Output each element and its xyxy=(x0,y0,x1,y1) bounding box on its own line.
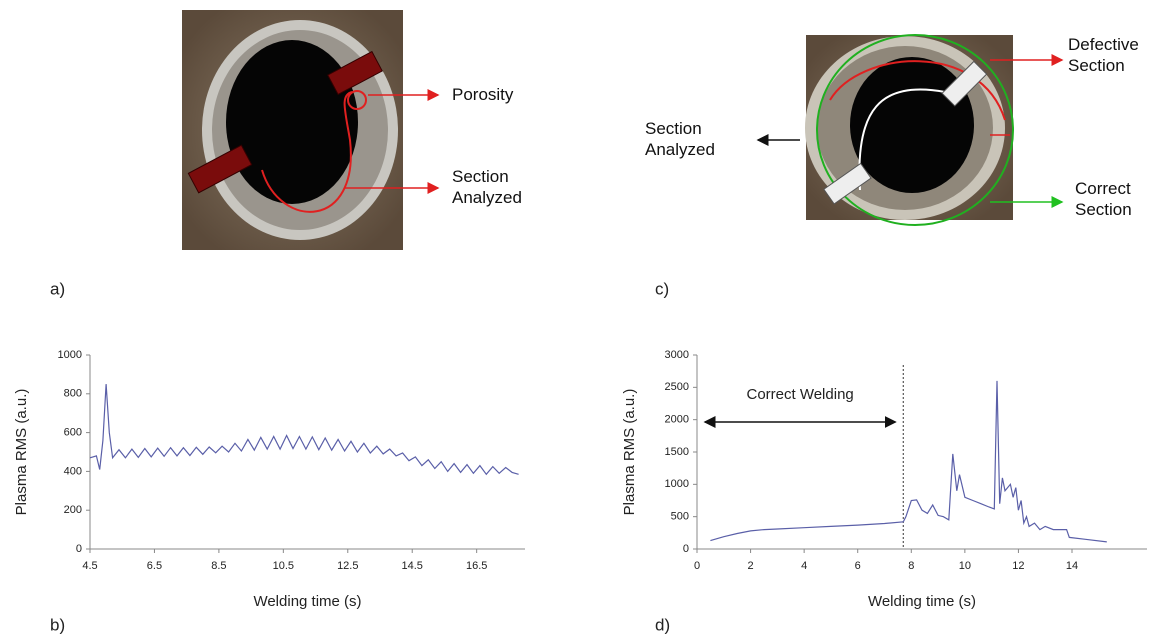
y-tick-label: 800 xyxy=(64,388,82,400)
y-tick-label: 1000 xyxy=(58,349,82,361)
x-tick-label: 16.5 xyxy=(466,560,487,572)
annotation: Correct Section xyxy=(1075,179,1132,219)
x-tick-label: 8 xyxy=(908,560,914,572)
annotation: Correct Welding xyxy=(746,386,853,403)
photo-a xyxy=(182,10,440,250)
y-tick-label: 2500 xyxy=(665,381,689,393)
panel-label: d) xyxy=(655,615,670,634)
x-axis-title: Welding time (s) xyxy=(253,593,361,610)
y-tick-label: 0 xyxy=(683,543,689,555)
photo-c xyxy=(756,34,1064,226)
x-tick-label: 6 xyxy=(855,560,861,572)
x-tick-label: 12.5 xyxy=(337,560,358,572)
annotation: Porosity xyxy=(452,85,514,104)
annotation: Defective Section xyxy=(1068,35,1139,75)
x-tick-label: 10.5 xyxy=(273,560,294,572)
x-tick-label: 10 xyxy=(959,560,971,572)
y-tick-label: 0 xyxy=(76,543,82,555)
y-tick-label: 200 xyxy=(64,504,82,516)
x-tick-label: 2 xyxy=(748,560,754,572)
x-tick-label: 4 xyxy=(801,560,807,572)
data-line xyxy=(710,380,1107,543)
x-tick-label: 6.5 xyxy=(147,560,162,572)
x-tick-label: 8.5 xyxy=(211,560,226,572)
panel-label: a) xyxy=(50,279,65,298)
y-tick-label: 1000 xyxy=(665,478,689,490)
panel-label: c) xyxy=(655,279,669,298)
y-tick-label: 3000 xyxy=(665,349,689,361)
y-axis-title: Plasma RMS (a.u.) xyxy=(13,389,30,516)
x-tick-label: 14.5 xyxy=(402,560,423,572)
annotation: Section Analyzed xyxy=(452,167,522,207)
x-axis-title: Welding time (s) xyxy=(868,593,976,610)
y-tick-label: 400 xyxy=(64,465,82,477)
x-tick-label: 0 xyxy=(694,560,700,572)
y-tick-label: 1500 xyxy=(665,446,689,458)
panel-label: b) xyxy=(50,615,65,634)
annotation: Section Analyzed xyxy=(645,119,715,159)
x-tick-label: 12 xyxy=(1012,560,1024,572)
y-tick-label: 2000 xyxy=(665,414,689,426)
x-tick-label: 4.5 xyxy=(82,560,97,572)
y-axis-title: Plasma RMS (a.u.) xyxy=(621,389,638,516)
x-tick-label: 14 xyxy=(1066,560,1078,572)
data-line xyxy=(89,384,519,476)
y-tick-label: 500 xyxy=(671,511,689,523)
y-tick-label: 600 xyxy=(64,427,82,439)
